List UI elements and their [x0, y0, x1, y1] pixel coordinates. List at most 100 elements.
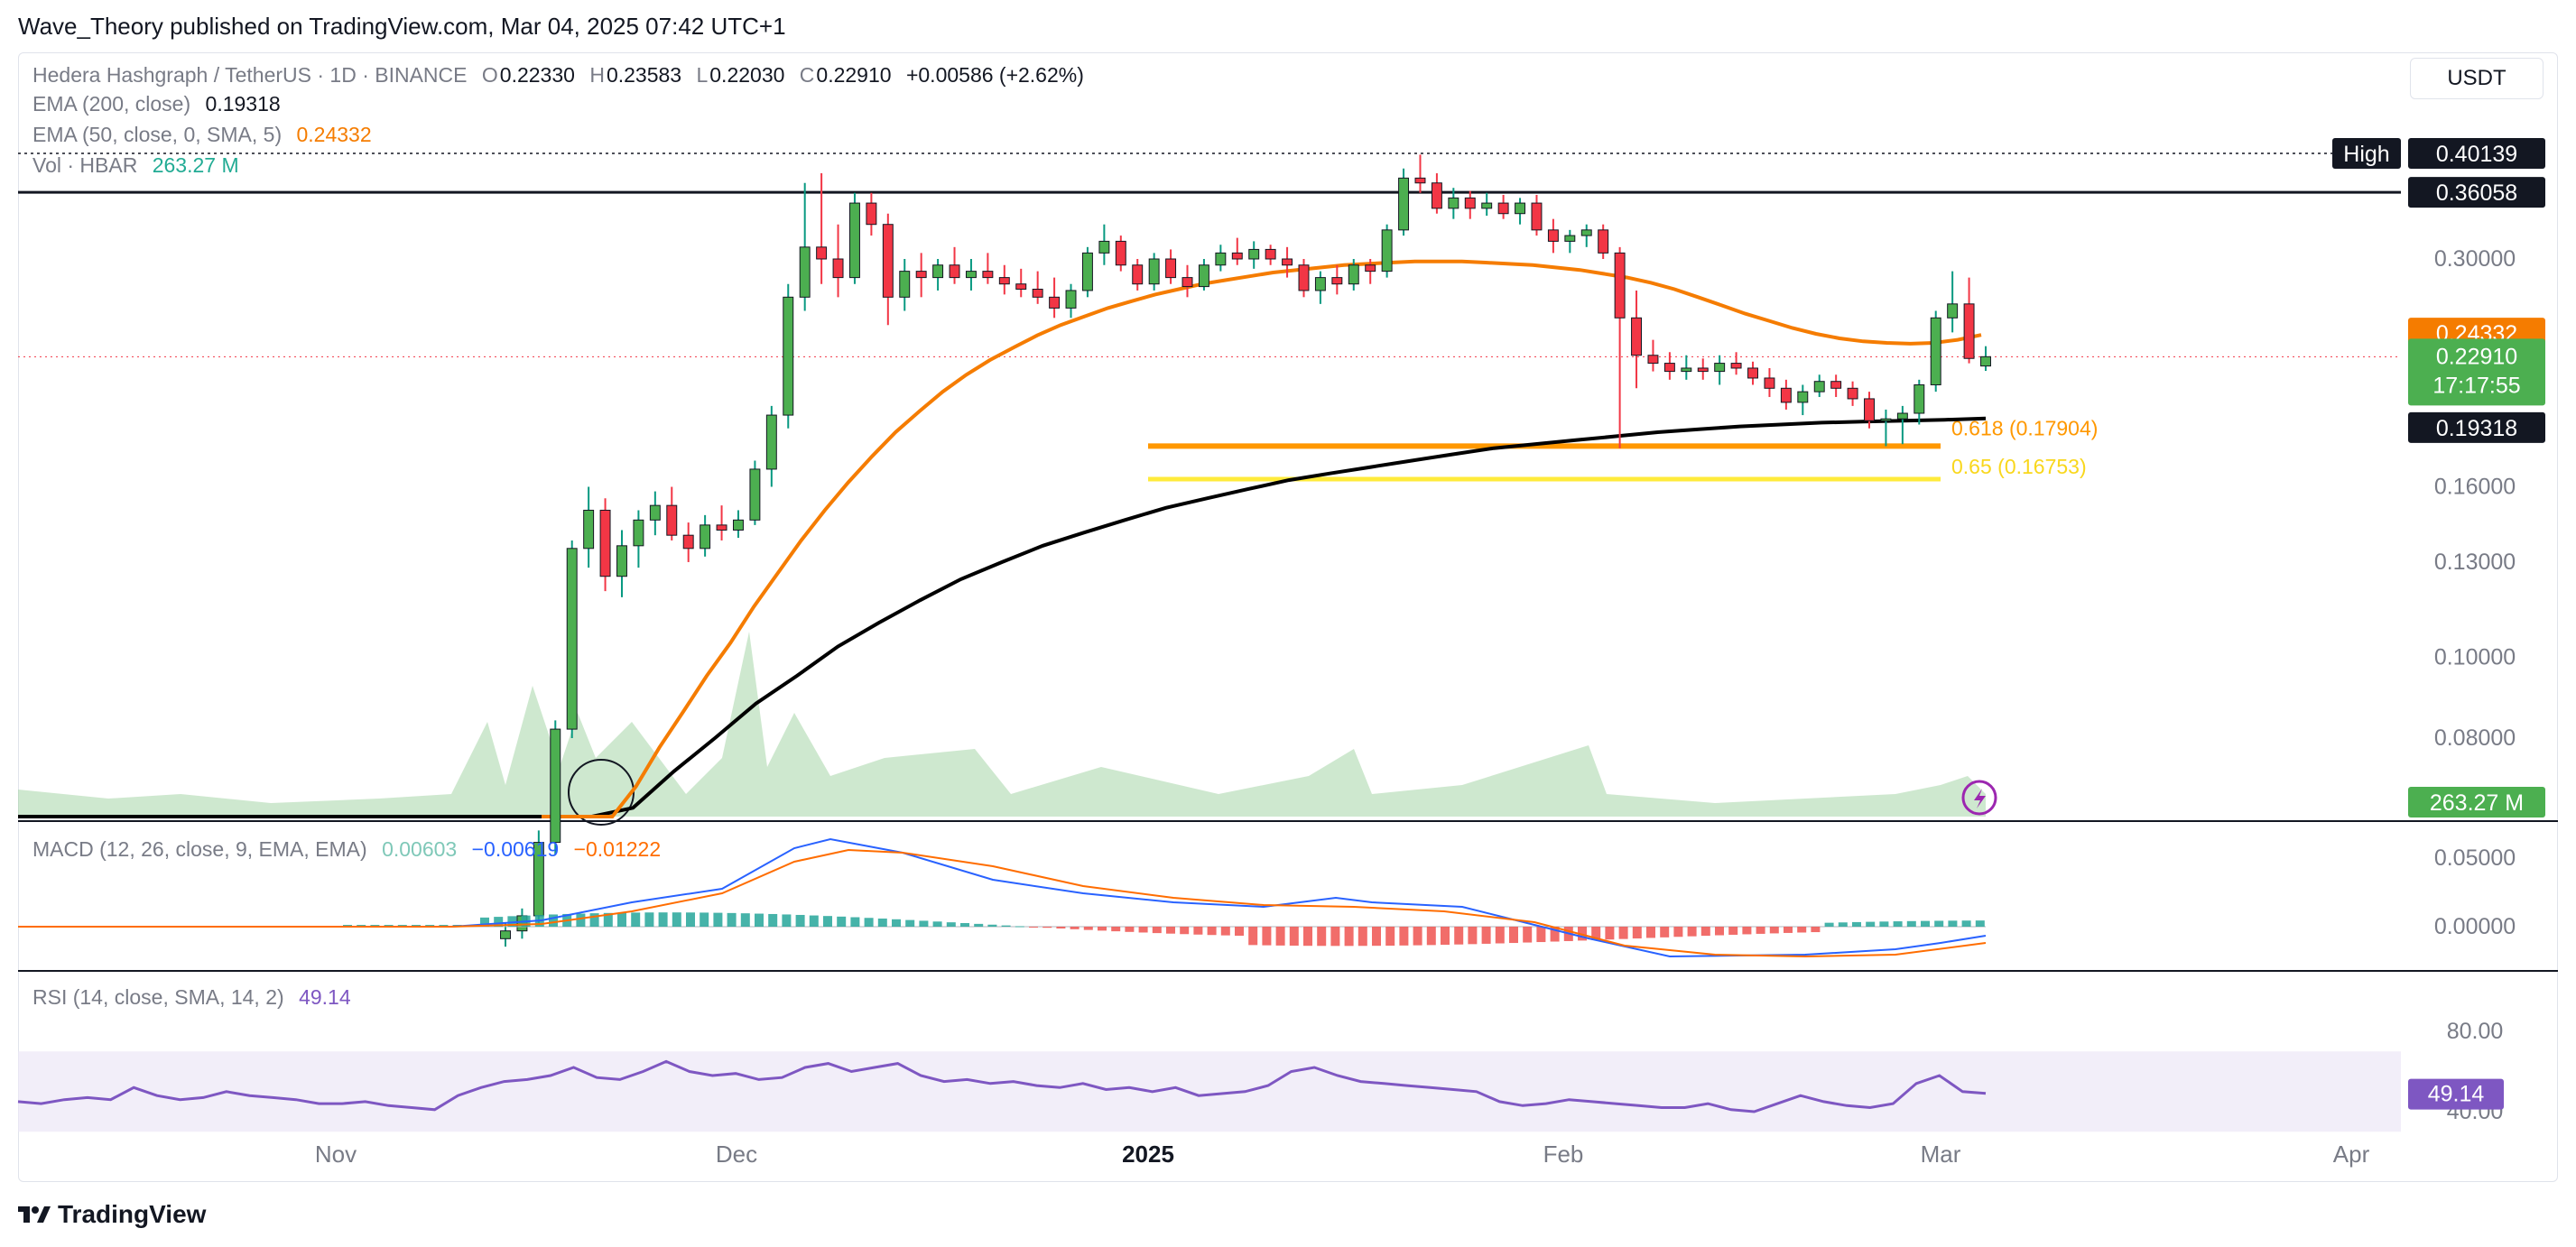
volume-price-label: 263.27 M — [2430, 790, 2524, 816]
candle-body — [1148, 258, 1160, 285]
macd-histogram-bar — [782, 914, 792, 927]
rsi-legend[interactable]: RSI (14, close, SMA, 14, 2) 49.14 — [32, 985, 351, 1010]
candle-body — [1564, 235, 1576, 242]
candle-body — [716, 524, 727, 531]
candle-body — [700, 524, 711, 550]
macd-histogram-bar — [1220, 927, 1230, 936]
macd-histogram-bar — [700, 912, 709, 927]
candle-body — [1681, 367, 1692, 373]
macd-histogram-bar — [644, 912, 654, 927]
candle-body — [1980, 356, 1991, 367]
macd-signal-value: −0.01222 — [573, 837, 662, 861]
macd-histogram-bar — [1756, 927, 1765, 934]
macd-histogram-bar — [1961, 920, 1971, 927]
candle-body — [1132, 264, 1144, 285]
macd-signal-line — [18, 848, 1987, 958]
macd-histogram-bar — [823, 916, 832, 927]
candle-body — [1747, 367, 1758, 379]
macd-histogram-bar — [1029, 927, 1038, 928]
volume-legend[interactable]: Vol · HBAR 263.27 M — [32, 153, 239, 178]
macd-histogram-bar — [932, 921, 942, 927]
macd-histogram-bar — [1015, 926, 1024, 928]
macd-tick: 0.05000 — [2434, 845, 2516, 871]
ema200-price-label-bg — [2408, 411, 2545, 443]
candle-body — [1880, 418, 1892, 421]
macd-histogram-bar — [1083, 927, 1093, 930]
macd-histogram-bar — [755, 913, 764, 927]
high-value: 0.23583 — [606, 63, 682, 87]
candle-body — [1481, 202, 1493, 209]
macd-histogram-bar — [1495, 927, 1505, 944]
lightning-glyph — [1974, 789, 1986, 808]
candle-body — [1265, 248, 1276, 260]
symbol-name[interactable]: Hedera Hashgraph / TetherUS · 1D · BINAN… — [32, 63, 468, 87]
ema50-label: EMA (50, close, 0, SMA, 5) — [32, 123, 283, 146]
candle-body — [1431, 182, 1442, 209]
change-value: +0.00586 (+2.62%) — [905, 63, 1084, 87]
macd-histogram-bar — [1838, 922, 1848, 927]
price-tick: 0.13000 — [2434, 550, 2516, 575]
volume-shape — [18, 632, 1986, 817]
footer-text: TradingView — [58, 1200, 207, 1228]
macd-histogram-bar — [1605, 927, 1615, 940]
macd-histogram-bar — [658, 912, 668, 927]
price-tick: 0.08000 — [2434, 725, 2516, 751]
candle-body — [816, 246, 828, 260]
macd-legend[interactable]: MACD (12, 26, close, 9, EMA, EMA) 0.0060… — [32, 837, 661, 862]
macd-histogram-bar — [1193, 927, 1203, 935]
ema200-legend[interactable]: EMA (200, close) 0.19318 — [32, 92, 281, 116]
currency-selector[interactable]: USDT — [2410, 58, 2544, 99]
fib-65-label: 0.65 (0.16753) — [1951, 455, 2087, 478]
macd-hist-value: 0.00603 — [382, 837, 458, 861]
candle-body — [1464, 197, 1476, 209]
macd-histogram-bar — [1618, 927, 1628, 939]
axes: 0.30000 0.16000 0.13000 0.10000 0.08000 Nov De… — [315, 246, 2516, 1168]
macd-histogram-bar — [864, 918, 874, 927]
candles — [500, 154, 1991, 947]
candle-body — [1198, 264, 1209, 288]
macd-histogram-bar — [1001, 925, 1011, 927]
candle-body — [1697, 367, 1709, 373]
macd-histogram-bar — [1852, 921, 1861, 927]
macd-histogram-bar — [617, 912, 626, 927]
macd-histogram-bar — [795, 914, 805, 927]
open-key: O — [481, 63, 498, 87]
candle-body — [1663, 363, 1675, 373]
macd-histogram-bar — [494, 917, 504, 927]
rsi-line — [17, 1059, 1987, 1113]
macd-histogram-bar — [1591, 927, 1601, 940]
macd-histogram-bar — [1166, 927, 1175, 934]
macd-histogram-bar — [1152, 927, 1162, 934]
macd-histogram-bar — [1646, 927, 1655, 938]
candle-body — [1515, 202, 1526, 215]
moving-averages — [18, 259, 1987, 818]
macd-histogram-bar — [919, 920, 929, 927]
candle-body — [1398, 177, 1410, 231]
macd-histogram-bar — [1248, 927, 1258, 946]
candle-body — [866, 202, 877, 226]
macd-histogram-bar — [1413, 927, 1422, 946]
last-price-label: 0.22910 — [2436, 344, 2517, 369]
macd-histogram-bar — [1262, 927, 1272, 946]
candle-body — [1830, 381, 1842, 389]
candle-body — [749, 468, 761, 521]
candle-body — [1730, 363, 1742, 369]
ema50-legend[interactable]: EMA (50, close, 0, SMA, 5) 0.24332 — [32, 123, 372, 147]
candle-body — [1598, 229, 1609, 254]
macd-histogram-bar — [1578, 927, 1587, 941]
candle-body — [1081, 252, 1093, 291]
macd-histogram-bar — [1042, 927, 1052, 928]
macd-histogram-bar — [974, 923, 984, 927]
macd-line-value: −0.00619 — [471, 837, 560, 861]
macd-histogram-bar — [1879, 921, 1889, 927]
candle-body — [783, 296, 794, 416]
macd-histogram-bar — [1399, 927, 1409, 946]
tradingview-logo-icon — [18, 1202, 51, 1231]
candle-body — [1365, 264, 1376, 272]
volume-value: 263.27 M — [152, 153, 239, 177]
macd-histogram-bar — [1948, 920, 1958, 927]
candle-body — [1181, 277, 1193, 288]
high-key: H — [589, 63, 605, 87]
